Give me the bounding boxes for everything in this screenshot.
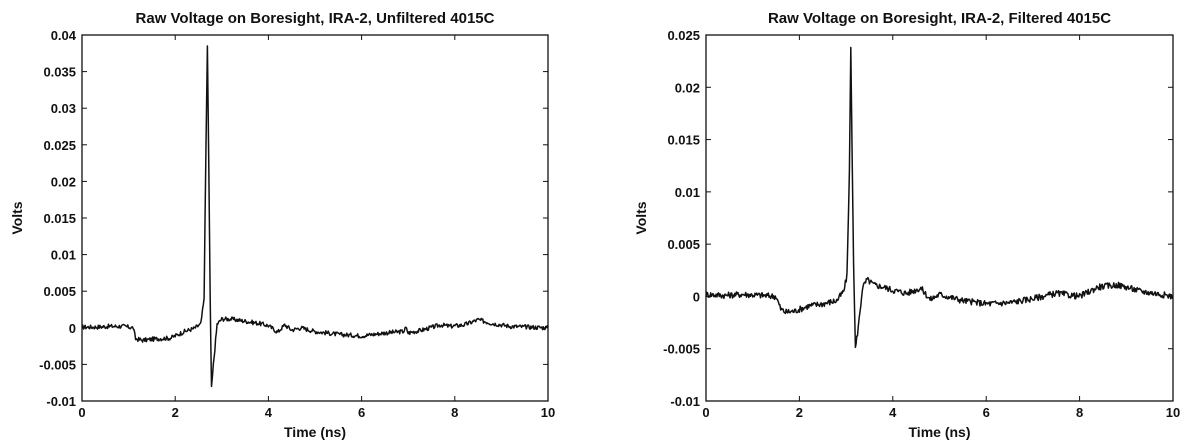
chart-1-y-tick-label: 0 (69, 321, 76, 336)
chart-1-y-tick-label: -0.01 (46, 394, 76, 409)
right-chart: Raw Voltage on Boresight, IRA-2, Filtere… (633, 10, 1180, 440)
chart-2-y-tick-label: 0 (693, 289, 700, 304)
chart-2-x-tick-label: 0 (702, 405, 709, 420)
chart-2-x-axis-label: Time (ns) (909, 424, 971, 440)
chart-1-y-tick-label: 0.04 (51, 28, 77, 43)
chart-2-voltage-trace (705, 46, 1174, 349)
chart-2-x-tick-label: 6 (983, 405, 990, 420)
chart-1-y-tick-label: 0.015 (43, 211, 76, 226)
chart-1-title: Raw Voltage on Boresight, IRA-2, Unfilte… (136, 10, 495, 27)
chart-1-y-tick-label: 0.025 (43, 138, 76, 153)
chart-2-y-tick-label: -0.01 (670, 394, 700, 409)
chart-1-y-tick-label: 0.03 (51, 101, 76, 116)
chart-1-y-tick-label: -0.005 (39, 357, 76, 372)
chart-1-y-tick-label: 0.02 (51, 174, 76, 189)
chart-1-x-tick-label: 0 (78, 405, 85, 420)
chart-2-y-tick-label: 0.02 (675, 80, 700, 95)
chart-2-y-tick-label: -0.005 (663, 342, 700, 357)
chart-2-x-tick-label: 8 (1076, 405, 1083, 420)
chart-2-x-tick-label: 10 (1166, 405, 1180, 420)
chart-1-x-tick-label: 8 (451, 405, 458, 420)
chart-1-x-tick-label: 10 (541, 405, 555, 420)
chart-2-plot-frame (705, 34, 1174, 402)
chart-1-x-tick-label: 2 (172, 405, 179, 420)
chart-2-title: Raw Voltage on Boresight, IRA-2, Filtere… (768, 10, 1111, 27)
chart-1-voltage-trace (81, 45, 549, 388)
chart-1-y-tick-label: 0.01 (51, 248, 76, 263)
chart-1-y-axis-label: Volts (9, 201, 25, 234)
chart-1-y-tick-label: 0.035 (43, 65, 76, 80)
chart-2-y-tick-label: 0.025 (667, 28, 700, 43)
left-chart: Raw Voltage on Boresight, IRA-2, Unfilte… (9, 10, 555, 440)
chart-1-plot-frame (81, 34, 549, 402)
chart-1-x-tick-label: 4 (265, 405, 273, 420)
chart-2-y-tick-label: 0.01 (675, 185, 700, 200)
chart-2-y-axis-label: Volts (633, 201, 649, 234)
chart-2-x-tick-label: 2 (796, 405, 803, 420)
chart-2-y-tick-label: 0.005 (667, 237, 700, 252)
chart-1-y-tick-label: 0.005 (43, 284, 76, 299)
chart-2-y-tick-label: 0.015 (667, 133, 700, 148)
chart-2-x-tick-label: 4 (889, 405, 897, 420)
chart-1-x-tick-label: 6 (358, 405, 365, 420)
chart-1-x-axis-label: Time (ns) (284, 424, 346, 440)
